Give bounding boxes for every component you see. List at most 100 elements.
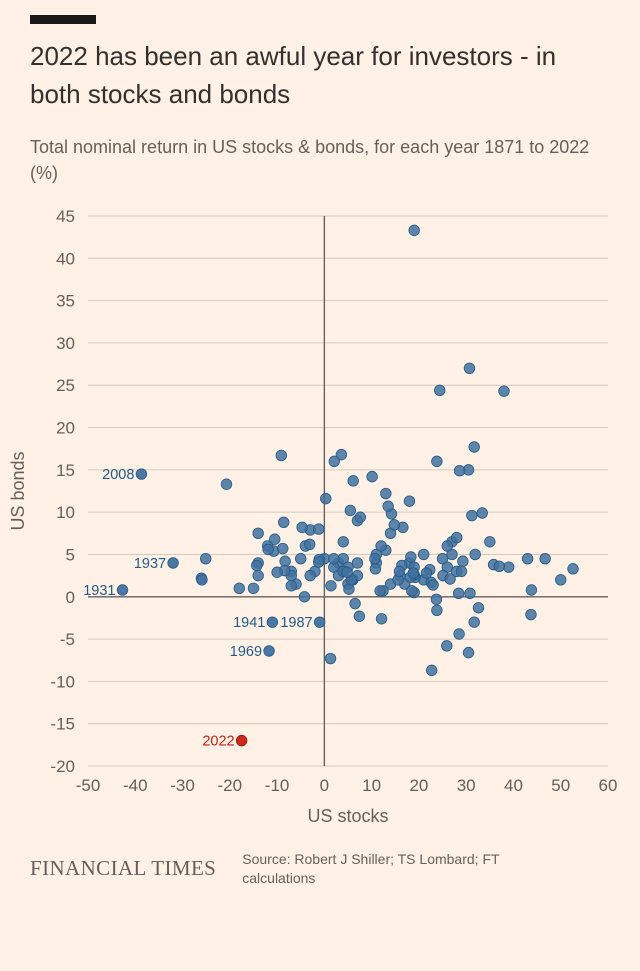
data-point (262, 543, 274, 555)
year-label: 1969 (230, 644, 262, 660)
data-point (304, 569, 316, 582)
data-point (252, 527, 264, 539)
labeled-point (116, 584, 129, 596)
data-point (452, 587, 465, 599)
accent-bar (30, 15, 96, 24)
data-point (441, 540, 453, 552)
data-point (278, 516, 290, 528)
data-point (196, 573, 208, 586)
data-point (521, 552, 534, 565)
data-point (269, 533, 281, 545)
data-point (275, 449, 288, 461)
data-point (468, 441, 480, 453)
y-tick-label: 25 (56, 376, 75, 395)
data-point (312, 556, 325, 568)
data-point (393, 565, 406, 577)
data-point (380, 487, 392, 499)
data-point (469, 548, 481, 560)
data-point (251, 559, 263, 571)
data-point (503, 561, 515, 573)
y-tick-label: 20 (56, 418, 75, 437)
data-point (431, 455, 443, 467)
x-tick-label: -20 (218, 776, 243, 795)
data-point (247, 582, 260, 594)
data-point (296, 521, 308, 533)
data-point (525, 608, 537, 620)
data-point (347, 474, 359, 487)
data-point (341, 566, 353, 578)
data-point (425, 664, 438, 676)
year-label: 1941 (233, 615, 265, 631)
y-tick-label: 40 (56, 249, 75, 268)
data-point (427, 578, 439, 591)
x-tick-label: 10 (362, 776, 381, 795)
ft-chart-page: 2022 has been an awful year for investor… (0, 15, 640, 888)
data-point (466, 509, 478, 521)
data-point (304, 538, 316, 550)
x-tick-label: 40 (504, 776, 523, 795)
data-point (567, 562, 579, 575)
highlight-point (235, 734, 248, 747)
data-point (493, 560, 505, 572)
data-point (343, 583, 355, 595)
data-point (498, 385, 510, 397)
data-point (430, 593, 443, 605)
data-point (403, 495, 416, 507)
data-point (441, 639, 453, 652)
y-tick-label: -10 (50, 672, 75, 691)
data-point (369, 552, 381, 565)
data-point (351, 556, 364, 569)
x-axis-label: US stocks (307, 806, 388, 826)
x-tick-label: -10 (265, 776, 290, 795)
y-tick-label: -20 (50, 757, 75, 776)
data-point (320, 492, 332, 505)
x-tick-label: 30 (457, 776, 476, 795)
data-point (444, 573, 456, 585)
data-point (434, 384, 446, 396)
data-point (354, 511, 366, 523)
year-label: 1937 (134, 556, 166, 572)
x-tick-label: 50 (551, 776, 570, 795)
data-point (277, 542, 289, 554)
data-point (468, 616, 480, 628)
data-point (463, 362, 476, 374)
data-point (375, 612, 388, 625)
data-point (407, 567, 419, 579)
data-point (344, 504, 357, 516)
data-point (220, 478, 233, 490)
data-point (337, 535, 349, 548)
x-tick-label: 0 (320, 776, 329, 795)
data-point (539, 552, 551, 565)
data-point (353, 610, 366, 622)
footer: FINANCIAL TIMES Source: Robert J Shiller… (30, 850, 610, 888)
data-point (431, 604, 443, 616)
data-point (298, 590, 311, 603)
ft-logo: FINANCIAL TIMES (30, 855, 217, 880)
data-point (285, 579, 297, 592)
data-point (388, 518, 401, 531)
data-point (374, 584, 386, 597)
data-point (472, 601, 485, 614)
data-point (408, 224, 420, 236)
year-label: 2008 (102, 467, 134, 483)
labeled-point (266, 616, 279, 628)
y-tick-label: 10 (56, 503, 75, 522)
data-point (484, 535, 496, 548)
data-point (366, 470, 378, 483)
data-point (476, 507, 488, 519)
data-point (420, 567, 433, 579)
data-point (462, 646, 475, 659)
labeled-point (263, 644, 275, 657)
data-point (337, 552, 349, 565)
y-axis-label: US bonds (8, 451, 28, 530)
data-point (405, 551, 417, 563)
data-point (328, 455, 340, 467)
data-point (417, 548, 430, 560)
x-tick-label: 60 (599, 776, 618, 795)
y-tick-label: 30 (56, 334, 75, 353)
data-point (295, 552, 307, 565)
data-point (455, 565, 468, 577)
data-point (436, 552, 449, 565)
x-tick-label: -40 (123, 776, 148, 795)
